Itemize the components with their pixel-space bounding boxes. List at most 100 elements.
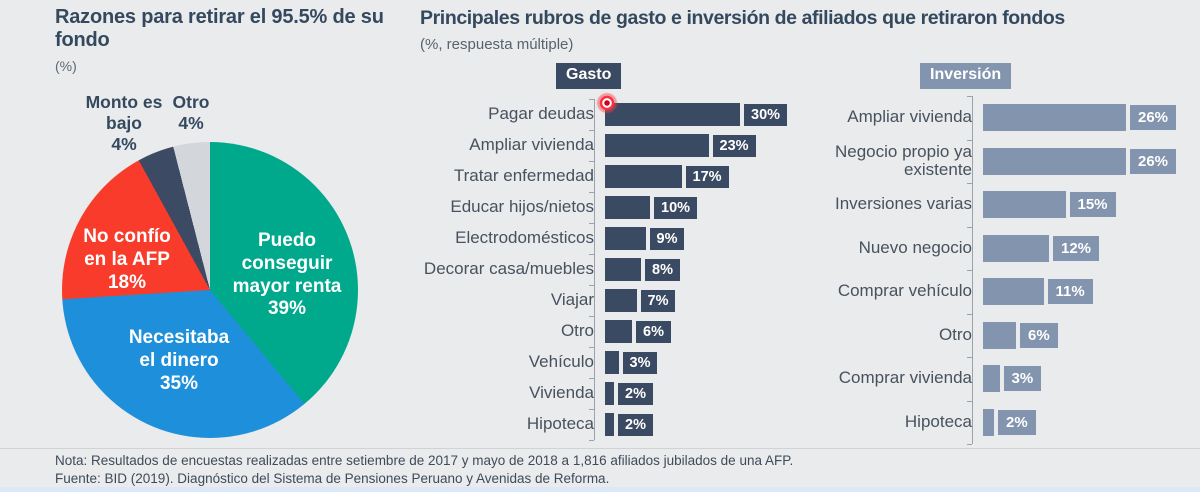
bar-track: 3% [983,365,1126,393]
main-subtitle: (%, respuesta múltiple) [420,36,574,53]
cursor-highlight-dot [596,92,618,114]
bar-row: Decorar casa/muebles 8% [420,254,800,285]
bar-value-label: 3% [622,351,658,374]
pie-label-no-confio: No confío en la AFP 18% [76,226,178,294]
bar-category-label: Nuevo negocio [858,237,972,257]
bar-category-label: Negocio propio ya existente [834,141,972,180]
axis-tick [589,285,594,286]
footer-source: Fuente: BID (2019). Diagnóstico del Sist… [55,471,610,486]
bar-track: 10% [605,196,740,219]
bar-track: 6% [605,320,740,343]
bar-row: Ampliar vivienda 23% [420,130,800,161]
bar [605,165,682,188]
pie-label-necesitaba-dinero: Necesitaba el dinero 35% [128,327,230,395]
pie-chart [62,142,358,438]
bar-category-label: Otro [560,321,594,341]
bar-row: Comprar vivienda 3% [790,357,1190,401]
bar [605,413,614,436]
bar-row: Otro 6% [790,314,1190,358]
pie-label-text: Monto es bajo [85,92,163,133]
bar-row: Vivienda 2% [420,378,800,409]
bar-row: Viajar 7% [420,285,800,316]
bar [983,321,1016,349]
pie-label-value: 39% [267,298,307,320]
bar-track: 9% [605,227,740,250]
bar-track: 2% [605,382,740,405]
axis-tick [589,378,594,379]
bar-value-label: 7% [640,289,676,312]
bar-track: 6% [983,321,1126,349]
pie-label-value: 35% [159,372,199,394]
bar-value-label: 2% [618,382,653,405]
axis-tick [967,313,972,315]
bar [605,134,709,157]
bar-category-label: Ampliar vivienda [847,107,972,127]
bar [605,351,619,374]
pie-label-value: 4% [111,134,137,154]
bar-category-label: Inversiones varias [834,194,972,214]
bar-category-label: Vehículo [528,352,594,372]
bar-value-label: 2% [998,409,1036,435]
bar-value-label: 8% [645,258,680,281]
pie-label-text: Otro [172,92,210,112]
axis-tick [967,183,972,184]
bar-category-label: Educar hijos/nietos [450,197,594,217]
bar-value-label: 9% [649,227,685,250]
axis-line [972,96,973,444]
bar-category-label: Otro [938,324,972,344]
bar-row: Nuevo negocio 12% [790,227,1190,271]
bar [983,104,1126,132]
main-title: Principales rubros de gasto e inversión … [420,7,1065,29]
axis-tick [967,139,972,141]
bar [605,258,641,281]
bar-value-label: 3% [1003,366,1042,392]
inversion-badge: Inversión [920,63,1012,89]
axis-tick [589,347,594,348]
axis-tick [967,400,972,402]
bar-row: Comprar vehículo 11% [790,270,1190,314]
bar-track: 30% [605,103,788,126]
footer-divider [0,448,1200,449]
bar-track: 26% [983,147,1177,175]
bar-track: 7% [605,289,740,312]
bar-track: 17% [605,165,740,188]
pie-label-text: No confío en la AFP [83,226,171,270]
bar-category-label: Electrodomésticos [455,228,594,248]
bar [983,365,1000,393]
bar-value-label: 26% [1130,148,1177,174]
bar-value-label: 12% [1053,235,1100,261]
bar-track: 11% [983,278,1126,306]
bar-track: 2% [605,413,740,436]
bar-row: Ampliar vivienda 26% [790,96,1190,140]
bar [605,382,614,405]
bar-category-label: Hipoteca [904,411,972,431]
bar-track: 23% [605,134,756,157]
bar-row: Educar hijos/nietos 10% [420,192,800,223]
bar-category-label: Comprar vivienda [838,368,972,388]
pie-label-monto-es-bajo: Monto es bajo 4% [78,92,170,155]
bar-value-label: 11% [1047,279,1093,305]
bar [983,191,1066,219]
bar-row: Pagar deudas 30% [420,99,800,130]
pie-label-otro: Otro 4% [160,92,222,134]
pie-chart-title: Razones para retirar el 95.5% de su fond… [55,6,384,51]
axis-tick [589,223,594,224]
bar [983,408,994,436]
bar-value-label: 17% [685,165,729,188]
bar-row: Tratar enfermedad 17% [420,161,800,192]
gasto-bar-chart: Pagar deudas 30% Ampliar vivienda 23% Tratar… [420,99,800,441]
axis-tick [589,192,594,193]
axis-tick [589,316,594,317]
bar-category-label: Hipoteca [526,414,594,434]
bar-row: Negocio propio ya existente 26% [790,140,1190,184]
axis-tick [967,444,972,445]
axis-tick [967,270,972,271]
bar-category-label: Comprar vehículo [837,281,972,301]
axis-tick [589,99,594,100]
bar [605,320,632,343]
bar-value-label: 2% [618,413,653,436]
footer-note: Nota: Resultados de encuestas realizadas… [55,453,794,468]
bar-track: 3% [605,351,740,374]
bar [605,196,650,219]
